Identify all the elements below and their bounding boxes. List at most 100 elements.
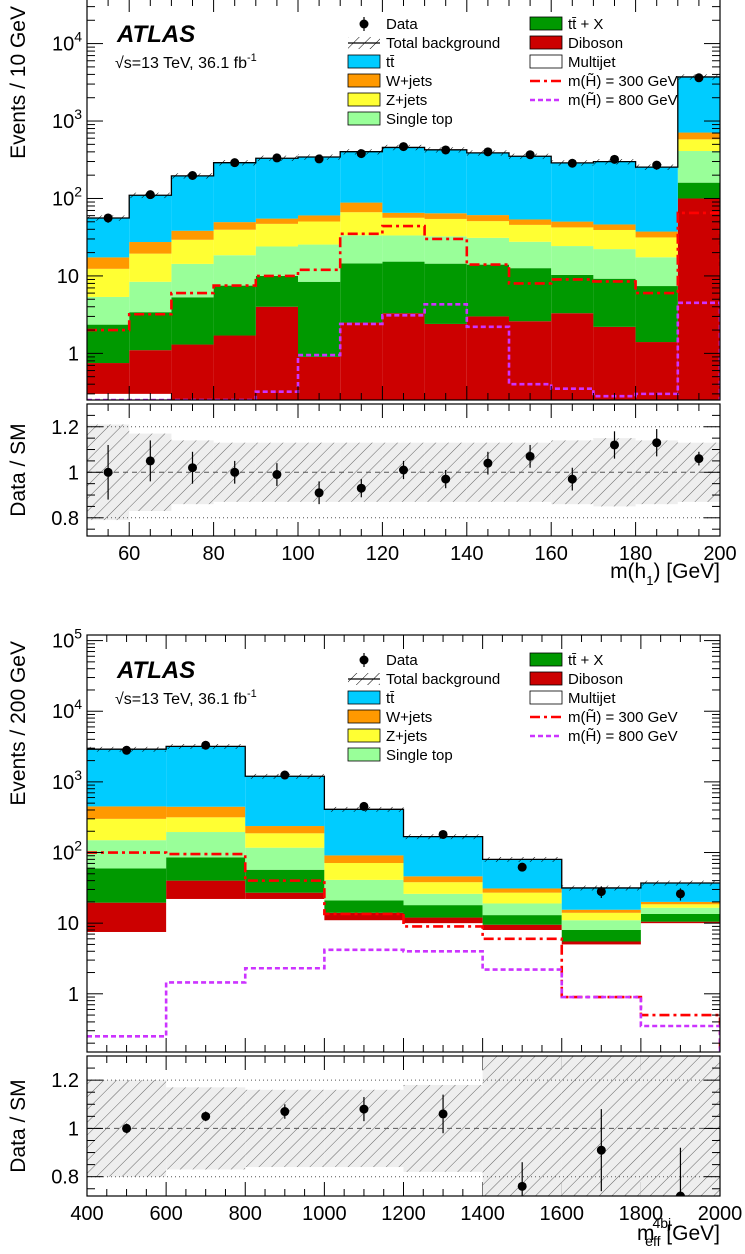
bar-zjets-1 [129,253,172,282]
ratio-point-7 [675,1191,685,1196]
bar-ttbar-4 [255,158,298,219]
y-tick-label: 1 [68,984,79,1006]
x-axis-label: m(h1) [GeV] [610,560,720,588]
ratio-y-tick-label: 0.8 [51,508,79,530]
bar-diboson-11 [551,313,594,400]
y-tick-label: 1 [68,343,79,365]
legend-label-sig800: m(H̃) = 800 GeV [568,728,678,745]
legend-swatch-ttx [529,16,563,31]
bar-zjets-3 [213,229,256,256]
ratio-point-5 [517,1181,527,1191]
bar-ttbar-9 [466,152,509,216]
bar-wjets-7 [640,901,720,905]
lumi-label: √s=13 TeV, 36.1 fb-1 [115,52,257,72]
legend-label-total_bkg: Total background [386,671,500,688]
ratio-point-2 [188,463,197,473]
bar-ttbar-12 [593,161,636,225]
bar-wjets-0 [87,806,167,819]
bar-ttx-12 [593,278,636,327]
legend-label-total_bkg: Total background [386,35,500,52]
y-tick-label: 104 [52,696,82,723]
data-point-1 [145,190,155,200]
bar-ttbar-1 [166,746,246,807]
bar-singletop-11 [551,246,594,275]
bar-diboson-13 [635,342,678,400]
bar-zjets-6 [561,912,641,921]
bar-wjets-1 [129,242,172,254]
y-tick-label: 103 [52,106,82,133]
bar-ttbar-8 [424,149,467,214]
bar-ttx-7 [382,261,425,314]
bar-wjets-4 [403,876,483,883]
x-tick-label: 120 [366,543,399,565]
signal-800-line [87,948,720,1052]
bar-wjets-8 [424,213,467,219]
bar-ttx-3 [213,285,256,336]
x-tick-label: 600 [149,1203,182,1225]
ratio-point-3 [230,467,240,477]
ratio-point-0 [122,1123,132,1133]
bar-ttbar-13 [635,167,678,232]
bar-diboson-0 [87,363,130,394]
bar-zjets-4 [403,882,483,894]
bar-diboson-6 [561,941,641,945]
ratio-y-tick-label: 1.2 [51,1070,79,1092]
bar-ttbar-3 [324,809,404,856]
legend-swatch-zjets [347,728,381,743]
bar-singletop-9 [466,237,509,265]
bar-zjets-2 [245,833,325,848]
bar-wjets-14 [677,132,720,140]
bar-singletop-6 [561,920,641,931]
bar-singletop-4 [403,893,483,906]
bar-ttbar-4 [403,836,483,877]
data-point-14 [694,73,704,83]
bar-diboson-12 [593,326,636,400]
bar-ttx-5 [482,915,562,925]
bar-singletop-7 [640,907,720,914]
ratio-panel: 0.8 1 1.2 Data / SM 60 80 100 120 140 160 180 200m(… [7,403,737,588]
legend-swatch-wjets [347,73,381,88]
x-tick-label: 800 [229,1203,262,1225]
bar-ttbar-11 [551,162,594,222]
lumi-label: √s=13 TeV, 36.1 fb-1 [115,688,257,708]
bar-ttx-11 [551,274,594,314]
bar-wjets-5 [482,888,562,893]
legend-label-data: Data [386,16,418,33]
y-axis-label: Events / 10 GeV [7,6,30,159]
legend-label-singletop: Single top [386,747,453,764]
legend-swatch-singletop [347,747,381,762]
ratio-y-axis-label: Data / SM [7,1079,30,1172]
legend-swatch-ttbar [347,690,381,705]
legend-label-singletop: Single top [386,111,453,128]
bar-diboson-1 [129,350,172,394]
bar-diboson-1 [166,880,246,899]
data-point-8 [441,145,451,155]
bar-singletop-0 [87,296,130,325]
data-point-0 [103,213,113,223]
legend-label-zjets: Z+jets [386,92,427,109]
bar-zjets-5 [298,221,341,245]
x-tick-label: 400 [70,1203,103,1225]
bar-multijet-3 [324,920,404,1052]
bar-multijet-4 [403,923,483,1052]
bar-wjets-1 [166,806,246,818]
bar-wjets-9 [466,215,509,222]
bar-ttbar-1 [129,195,172,243]
bar-ttx-6 [561,930,641,942]
legend-label-sig300: m(H̃) = 300 GeV [568,709,678,726]
bar-zjets-10 [509,224,552,242]
ratio-point-4 [438,1109,448,1119]
bar-singletop-14 [677,151,720,183]
ratio-point-6 [356,483,366,493]
legend-label-sig800: m(H̃) = 800 GeV [568,92,678,109]
legend-label-ttbar: tt̄ [386,690,395,707]
ratio-point-6 [596,1145,606,1155]
legend-label-multijet: Multijet [568,690,616,707]
bar-diboson-4 [255,306,298,400]
ratio-point-13 [652,438,662,448]
bar-ttx-5 [298,281,341,357]
bar-zjets-2 [171,239,214,264]
y-tick-label: 102 [52,838,82,865]
bar-wjets-11 [551,221,594,228]
